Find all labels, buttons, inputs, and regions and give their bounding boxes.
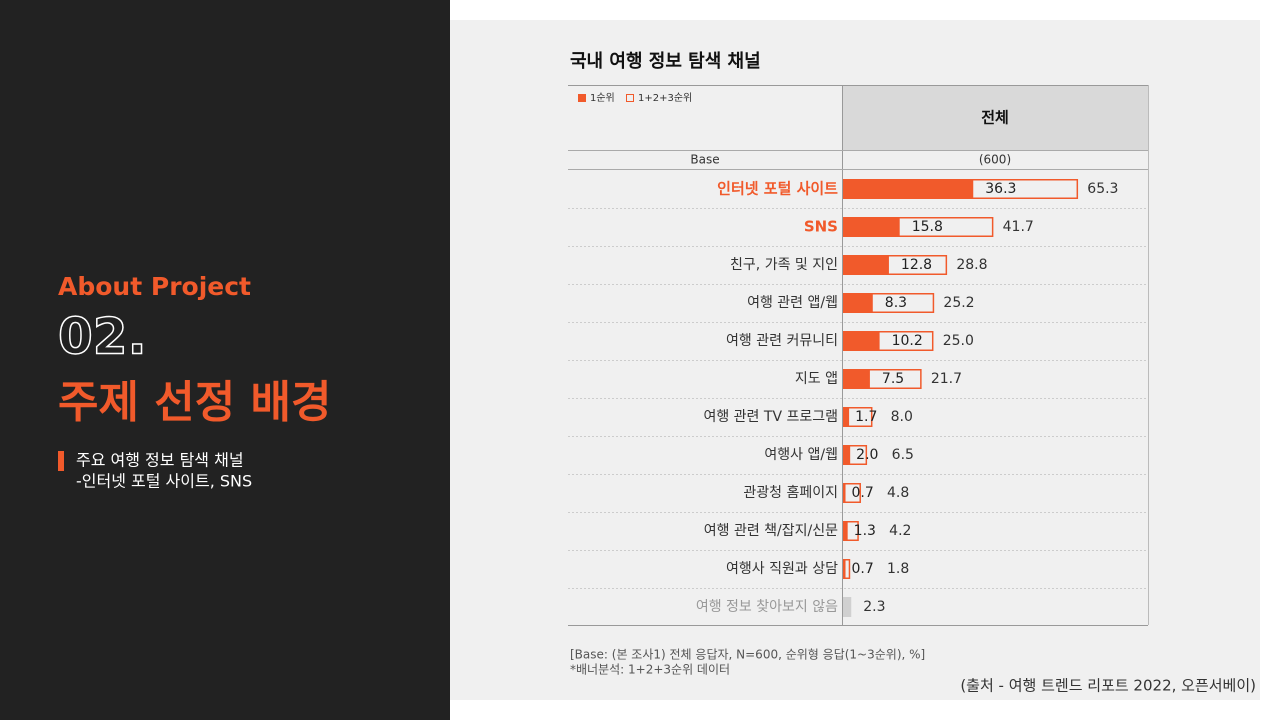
total-label: 2.3: [863, 599, 885, 615]
legend-label: 1순위: [590, 91, 615, 104]
bar-total: [843, 369, 922, 389]
legend-label: 1+2+3순위: [638, 91, 692, 104]
note: [Base: (본 조사1) 전체 응답자, N=600, 순위형 응답(1~3…: [570, 648, 925, 662]
total-label: 41.7: [1003, 219, 1034, 235]
total-label: 25.2: [943, 295, 974, 311]
category-label: 여행 관련 앱/웹: [747, 295, 838, 311]
bullet-line: -인터넷 포털 사이트, SNS: [76, 472, 252, 491]
category-label: 인터넷 포털 사이트: [717, 180, 838, 198]
bar-first: [843, 255, 889, 275]
bar-first: [843, 369, 870, 389]
bar-first: [843, 179, 974, 199]
first-label: 12.8: [901, 257, 932, 273]
first-label: 8.3: [885, 295, 907, 311]
total-label: 28.8: [956, 257, 987, 273]
category-label: 여행사 앱/웹: [764, 447, 838, 463]
first-label: 10.2: [892, 333, 923, 349]
base-label: Base: [690, 153, 719, 167]
bar-total: [843, 445, 868, 465]
bullet-line: 주요 여행 정보 탐색 채널: [76, 451, 244, 470]
total-label: 21.7: [931, 371, 962, 387]
bar-total: [843, 597, 852, 617]
source: (출처 - 여행 트렌드 리포트 2022, 오픈서베이): [960, 677, 1256, 695]
total-label: 65.3: [1087, 181, 1118, 197]
bar-total: [843, 217, 994, 237]
legend-swatch: [578, 94, 586, 102]
bar-total: [843, 331, 934, 351]
bar-first: [843, 293, 873, 313]
bar-total: [843, 255, 948, 275]
first-label: 1.3: [854, 523, 876, 539]
first-label: 15.8: [912, 219, 943, 235]
column-header-bg: [842, 86, 1148, 150]
eyebrow: About Project: [58, 272, 251, 301]
bar-total: [843, 483, 861, 503]
first-label: 0.7: [852, 561, 874, 577]
total-label: 1.8: [887, 561, 909, 577]
category-label: 여행사 직원과 상담: [726, 561, 838, 577]
bullet-bar: [58, 451, 64, 471]
total-label: 4.2: [889, 523, 911, 539]
first-label: 0.7: [852, 485, 874, 501]
bar-first: [843, 217, 900, 237]
category-label: 여행 관련 책/잡지/신문: [704, 523, 838, 539]
total-label: 25.0: [943, 333, 974, 349]
bar-total: [843, 521, 859, 541]
first-label: 2.0: [856, 447, 878, 463]
bar-first: [843, 331, 880, 351]
bar-first: [843, 445, 851, 465]
bar-first: [843, 407, 850, 427]
bar-total: [843, 179, 1079, 199]
category-label: 여행 정보 찾아보지 않음: [696, 599, 838, 615]
first-label: 1.7: [855, 409, 877, 425]
note: *배너분석: 1+2+3순위 데이터: [570, 663, 730, 677]
bar-total: [843, 293, 935, 313]
category-label: 여행 관련 커뮤니티: [726, 333, 838, 349]
category-label: 관광청 홈페이지: [743, 485, 838, 501]
first-label: 36.3: [985, 181, 1016, 197]
bar-total: [843, 559, 851, 579]
category-label: 지도 앱: [795, 371, 838, 387]
column-header: 전체: [981, 109, 1009, 127]
category-label: 친구, 가족 및 지인: [730, 257, 838, 273]
category-label: SNS: [804, 218, 838, 236]
number: 02.: [58, 308, 147, 366]
legend-swatch: [626, 94, 634, 102]
first-label: 7.5: [882, 371, 904, 387]
bar-first: [843, 521, 848, 541]
base-value: (600): [979, 153, 1011, 167]
category-label: 여행 관련 TV 프로그램: [703, 409, 838, 425]
total-label: 4.8: [887, 485, 909, 501]
total-label: 6.5: [892, 447, 914, 463]
bar-total: [843, 407, 873, 427]
left-panel: [0, 0, 450, 720]
chart-title: 국내 여행 정보 탐색 채널: [570, 51, 761, 72]
heading: 주제 선정 배경: [58, 377, 332, 428]
total-label: 8.0: [891, 409, 913, 425]
